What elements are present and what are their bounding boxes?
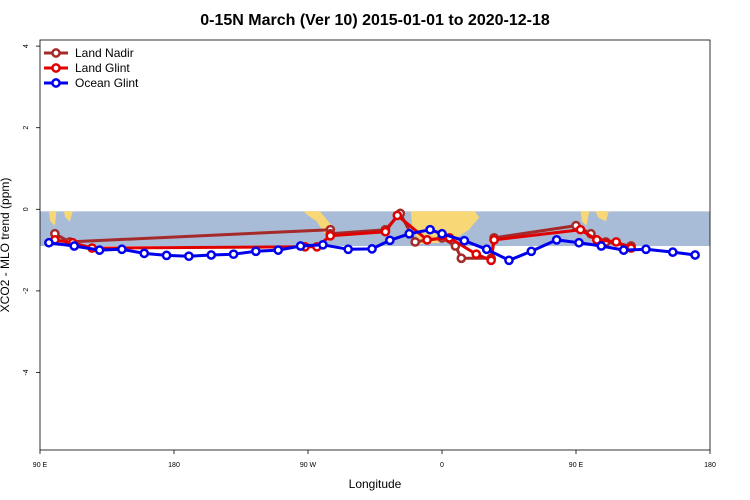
data-point-ocean-glint — [504, 255, 514, 266]
x-axis: 90 E 180 90 W 0 90 E 180 — [33, 450, 716, 469]
series-layer — [44, 208, 700, 266]
y-tick-label: 2 — [23, 126, 30, 130]
data-point-land-glint — [380, 226, 391, 237]
data-point-land-glint — [422, 235, 432, 245]
legend-item-land-nadir: Land Nadir — [44, 46, 134, 60]
data-point-ocean-glint — [367, 244, 377, 254]
data-point-ocean-glint — [94, 245, 105, 255]
data-point-ocean-glint — [117, 244, 127, 255]
data-point-land-nadir — [456, 253, 467, 264]
land-india-left — [48, 211, 57, 226]
land-sea-right — [595, 211, 609, 222]
y-tick-label: 0 — [23, 207, 30, 211]
data-point-ocean-glint — [161, 250, 172, 261]
y-axis-label: XCO2 - MLO trend (ppm) — [0, 178, 12, 313]
data-point-land-glint — [471, 249, 482, 260]
plot-frame — [39, 39, 711, 451]
data-point-ocean-glint — [184, 251, 194, 262]
x-tick-label: 90 E — [569, 462, 584, 469]
y-tick-label: 4 — [23, 44, 30, 48]
data-point-ocean-glint — [641, 244, 651, 255]
x-axis-label: Longitude — [349, 477, 402, 491]
data-point-ocean-glint — [343, 244, 354, 255]
legend-marker — [51, 63, 61, 73]
legend-item-land-glint: Land Glint — [44, 61, 130, 75]
data-point-ocean-glint — [273, 245, 284, 255]
land-india-right — [580, 211, 590, 226]
y-tick-label: -2 — [23, 288, 30, 294]
data-point-ocean-glint — [206, 250, 217, 260]
x-tick-label: 90 W — [300, 462, 317, 469]
legend-item-ocean-glint: Ocean Glint — [44, 76, 139, 90]
data-point-ocean-glint — [596, 241, 607, 251]
land-central-america — [303, 211, 332, 234]
y-tick-label: -4 — [23, 369, 30, 375]
legend-marker — [51, 48, 61, 58]
x-tick-label: 90 E — [33, 462, 48, 469]
y-axis: 4 2 0 -2 -4 — [23, 44, 40, 376]
data-point-land-glint — [575, 224, 586, 235]
chart-title: 0-15N March (Ver 10) 2015-01-01 to 2020-… — [200, 12, 550, 29]
data-point-ocean-glint — [295, 241, 306, 251]
x-tick-label: 0 — [440, 462, 444, 469]
data-point-ocean-glint — [481, 244, 492, 255]
data-point-land-nadir — [410, 237, 421, 247]
data-point-ocean-glint — [228, 249, 239, 260]
data-point-land-glint — [489, 235, 499, 245]
data-point-ocean-glint — [425, 224, 435, 235]
series-land-glint — [50, 210, 636, 266]
world-map-band — [40, 211, 710, 247]
land-sea-left — [63, 211, 73, 222]
data-point-land-glint — [591, 235, 602, 245]
legend-marker — [51, 78, 61, 88]
data-point-ocean-glint — [526, 246, 537, 257]
legend-label: Land Nadir — [75, 46, 134, 60]
data-point-ocean-glint — [437, 228, 447, 239]
data-point-ocean-glint — [44, 237, 54, 248]
data-point-ocean-glint — [574, 237, 584, 248]
data-point-ocean-glint — [618, 245, 629, 255]
x-tick-label: 180 — [168, 462, 180, 469]
series-ocean-glint — [44, 224, 700, 266]
data-point-land-glint — [486, 255, 496, 266]
data-point-ocean-glint — [690, 250, 700, 260]
data-point-ocean-glint — [667, 247, 678, 257]
legend-label: Ocean Glint — [75, 76, 139, 90]
data-point-ocean-glint — [551, 235, 562, 245]
data-point-ocean-glint — [318, 239, 328, 250]
data-point-ocean-glint — [385, 235, 395, 246]
data-point-ocean-glint — [404, 228, 415, 239]
data-point-ocean-glint — [459, 235, 470, 246]
legend-label: Land Glint — [75, 61, 130, 75]
data-point-land-glint — [611, 237, 622, 247]
data-point-land-glint — [325, 230, 336, 241]
data-point-ocean-glint — [139, 248, 150, 259]
x-tick-label: 180 — [704, 462, 716, 469]
data-point-land-glint — [392, 210, 403, 221]
data-point-ocean-glint — [69, 241, 80, 251]
data-point-ocean-glint — [251, 246, 261, 257]
